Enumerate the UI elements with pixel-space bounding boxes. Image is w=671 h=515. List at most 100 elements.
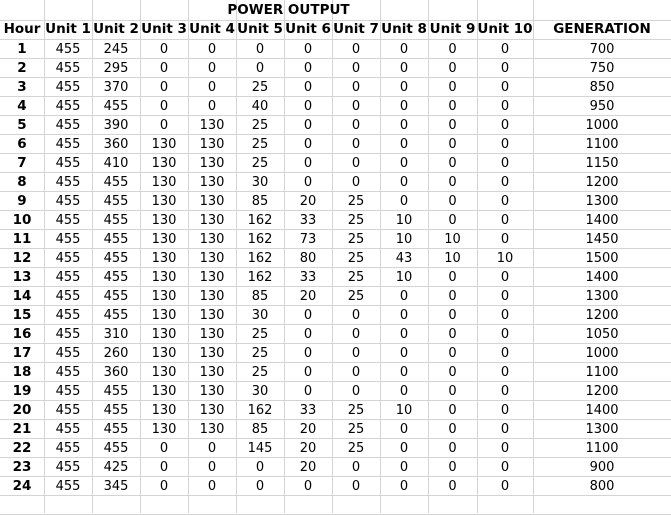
generation-cell[interactable]: 900 xyxy=(589,460,615,475)
unit-output-cell[interactable]: 130 xyxy=(199,194,225,209)
unit-output-cell[interactable]: 130 xyxy=(151,308,177,323)
unit-output-cell[interactable]: 0 xyxy=(399,175,409,190)
unit-output-cell[interactable]: 370 xyxy=(103,80,129,95)
hour-cell[interactable]: 8 xyxy=(17,174,27,190)
unit-output-cell[interactable]: 0 xyxy=(351,156,361,171)
unit-output-cell[interactable]: 25 xyxy=(251,327,269,342)
unit-output-cell[interactable]: 455 xyxy=(55,327,81,342)
unit-output-cell[interactable]: 455 xyxy=(103,384,129,399)
unit-output-cell[interactable]: 0 xyxy=(351,479,361,494)
unit-output-cell[interactable]: 0 xyxy=(351,346,361,361)
hour-cell[interactable]: 3 xyxy=(17,79,27,95)
unit-output-cell[interactable]: 455 xyxy=(103,175,129,190)
unit-output-cell[interactable]: 0 xyxy=(207,61,217,76)
unit-output-cell[interactable]: 0 xyxy=(448,479,457,494)
unit-output-cell[interactable]: 30 xyxy=(251,175,269,190)
unit-output-cell[interactable]: 0 xyxy=(500,327,510,342)
unit-output-cell[interactable]: 0 xyxy=(303,175,313,190)
unit-output-cell[interactable]: 0 xyxy=(351,61,361,76)
unit-output-cell[interactable]: 0 xyxy=(351,384,361,399)
unit-output-cell[interactable]: 0 xyxy=(351,137,361,152)
unit-output-cell[interactable]: 25 xyxy=(251,118,269,133)
unit-output-cell[interactable]: 85 xyxy=(251,422,269,437)
unit-output-cell[interactable]: 0 xyxy=(255,42,265,57)
unit-output-cell[interactable]: 25 xyxy=(251,80,269,95)
unit-output-cell[interactable]: 0 xyxy=(303,479,313,494)
power-output-title[interactable]: POWER OUTPUT xyxy=(227,2,350,18)
unit-output-cell[interactable]: 30 xyxy=(251,308,269,323)
unit-output-cell[interactable]: 455 xyxy=(103,270,129,285)
unit-output-cell[interactable]: 0 xyxy=(500,213,510,228)
hour-cell[interactable]: 11 xyxy=(12,231,32,247)
unit-output-cell[interactable]: 455 xyxy=(103,422,129,437)
unit-output-cell[interactable]: 25 xyxy=(347,403,365,418)
unit-output-cell[interactable]: 0 xyxy=(448,175,457,190)
unit-output-cell[interactable]: 130 xyxy=(199,156,225,171)
unit-output-cell[interactable]: 25 xyxy=(347,441,365,456)
unit-output-cell[interactable]: 25 xyxy=(251,346,269,361)
unit-output-cell[interactable]: 0 xyxy=(207,479,217,494)
unit-output-cell[interactable]: 20 xyxy=(299,422,317,437)
unit-output-cell[interactable]: 10 xyxy=(395,232,413,247)
unit-output-cell[interactable]: 455 xyxy=(55,156,81,171)
unit-output-cell[interactable]: 130 xyxy=(199,270,225,285)
generation-cell[interactable]: 800 xyxy=(589,479,615,494)
unit-output-cell[interactable]: 162 xyxy=(247,403,273,418)
unit-output-cell[interactable]: 360 xyxy=(103,137,129,152)
unit-output-cell[interactable]: 130 xyxy=(151,384,177,399)
hour-cell[interactable]: 23 xyxy=(12,459,32,475)
unit-output-cell[interactable]: 130 xyxy=(151,213,177,228)
unit-output-cell[interactable]: 0 xyxy=(159,42,169,57)
unit-output-cell[interactable]: 0 xyxy=(448,194,457,209)
generation-cell[interactable]: 1400 xyxy=(585,403,619,418)
generation-cell[interactable]: 1100 xyxy=(585,365,619,380)
unit-output-cell[interactable]: 0 xyxy=(448,327,457,342)
unit-output-cell[interactable]: 455 xyxy=(55,422,81,437)
unit-output-cell[interactable]: 260 xyxy=(103,346,129,361)
unit-output-cell[interactable]: 0 xyxy=(351,175,361,190)
unit-output-cell[interactable]: 0 xyxy=(351,118,361,133)
unit-output-cell[interactable]: 0 xyxy=(399,80,409,95)
unit-output-cell[interactable]: 455 xyxy=(55,137,81,152)
unit-output-cell[interactable]: 0 xyxy=(351,327,361,342)
unit-output-cell[interactable]: 425 xyxy=(103,460,129,475)
unit-output-cell[interactable]: 0 xyxy=(399,61,409,76)
unit-output-cell[interactable]: 0 xyxy=(448,118,457,133)
unit-output-cell[interactable]: 455 xyxy=(55,365,81,380)
unit-output-cell[interactable]: 0 xyxy=(159,61,169,76)
unit-output-cell[interactable]: 130 xyxy=(199,213,225,228)
unit-output-cell[interactable]: 130 xyxy=(199,365,225,380)
unit-output-cell[interactable]: 40 xyxy=(251,99,269,114)
unit-output-cell[interactable]: 0 xyxy=(399,289,409,304)
unit-output-cell[interactable]: 0 xyxy=(448,80,457,95)
unit-output-cell[interactable]: 0 xyxy=(303,346,313,361)
generation-cell[interactable]: 1100 xyxy=(585,441,619,456)
generation-cell[interactable]: 750 xyxy=(589,61,615,76)
unit-output-cell[interactable]: 130 xyxy=(199,137,225,152)
unit-output-cell[interactable]: 0 xyxy=(207,441,217,456)
unit-output-cell[interactable]: 25 xyxy=(347,251,365,266)
unit-output-cell[interactable]: 130 xyxy=(151,422,177,437)
unit-output-cell[interactable]: 0 xyxy=(255,61,265,76)
unit-output-cell[interactable]: 130 xyxy=(151,194,177,209)
unit-output-cell[interactable]: 0 xyxy=(448,422,457,437)
unit-output-cell[interactable]: 0 xyxy=(500,194,510,209)
unit-output-cell[interactable]: 33 xyxy=(299,270,317,285)
column-header[interactable]: Hour xyxy=(3,21,41,37)
unit-output-cell[interactable]: 0 xyxy=(500,175,510,190)
unit-output-cell[interactable]: 130 xyxy=(199,289,225,304)
unit-output-cell[interactable]: 0 xyxy=(500,365,510,380)
hour-cell[interactable]: 19 xyxy=(12,383,32,399)
generation-cell[interactable]: 1000 xyxy=(585,346,619,361)
unit-output-cell[interactable]: 455 xyxy=(103,194,129,209)
unit-output-cell[interactable]: 145 xyxy=(247,441,273,456)
unit-output-cell[interactable]: 455 xyxy=(55,460,81,475)
unit-output-cell[interactable]: 0 xyxy=(448,289,457,304)
generation-cell[interactable]: 1300 xyxy=(585,194,619,209)
unit-output-cell[interactable]: 130 xyxy=(151,156,177,171)
unit-output-cell[interactable]: 0 xyxy=(448,61,457,76)
unit-output-cell[interactable]: 20 xyxy=(299,460,317,475)
unit-output-cell[interactable]: 0 xyxy=(448,156,457,171)
unit-output-cell[interactable]: 0 xyxy=(500,42,510,57)
generation-cell[interactable]: 950 xyxy=(589,99,615,114)
